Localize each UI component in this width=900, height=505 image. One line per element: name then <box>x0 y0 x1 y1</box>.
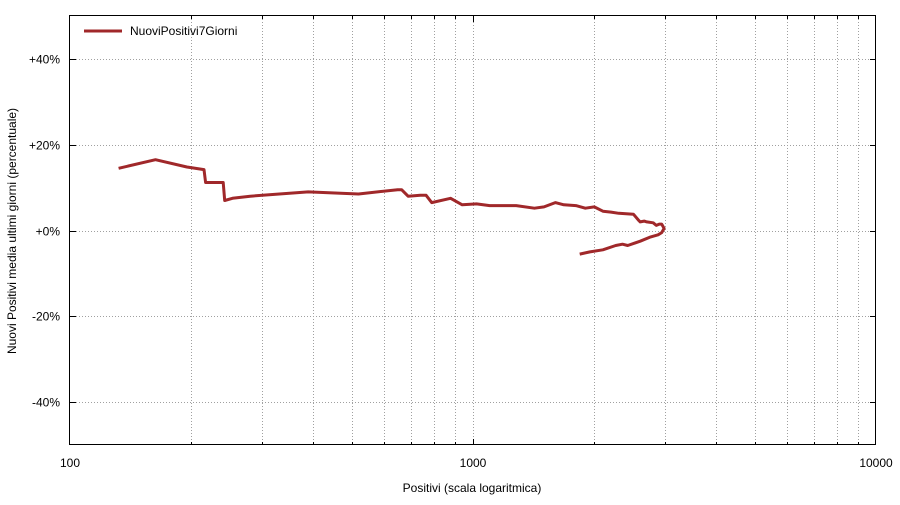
y-tick-labels: +40% +20% +0% -20% -40% <box>29 53 60 410</box>
legend: NuoviPositivi7Giorni <box>84 24 237 38</box>
plot-frame <box>69 15 876 445</box>
y-tick-label: -20% <box>32 310 60 324</box>
y-tick-label: +40% <box>29 53 60 67</box>
y-axis-label: Nuovi Positivi media ultimi giorni (perc… <box>5 108 19 354</box>
x-tick-labels: 100 1000 10000 <box>60 456 893 470</box>
series <box>118 158 666 256</box>
x-axis-label: Positivi (scala logaritmica) <box>403 481 542 495</box>
x-tick-label: 100 <box>60 456 80 470</box>
y-tick-label: -40% <box>32 396 60 410</box>
axis-ticks <box>70 16 876 445</box>
y-tick-label: +0% <box>36 225 61 239</box>
grid <box>70 16 876 445</box>
x-tick-label: 10000 <box>859 456 893 470</box>
x-tick-label: 1000 <box>460 456 487 470</box>
y-tick-label: +20% <box>29 139 60 153</box>
series-line <box>118 158 666 256</box>
legend-label: NuoviPositivi7Giorni <box>130 24 237 38</box>
